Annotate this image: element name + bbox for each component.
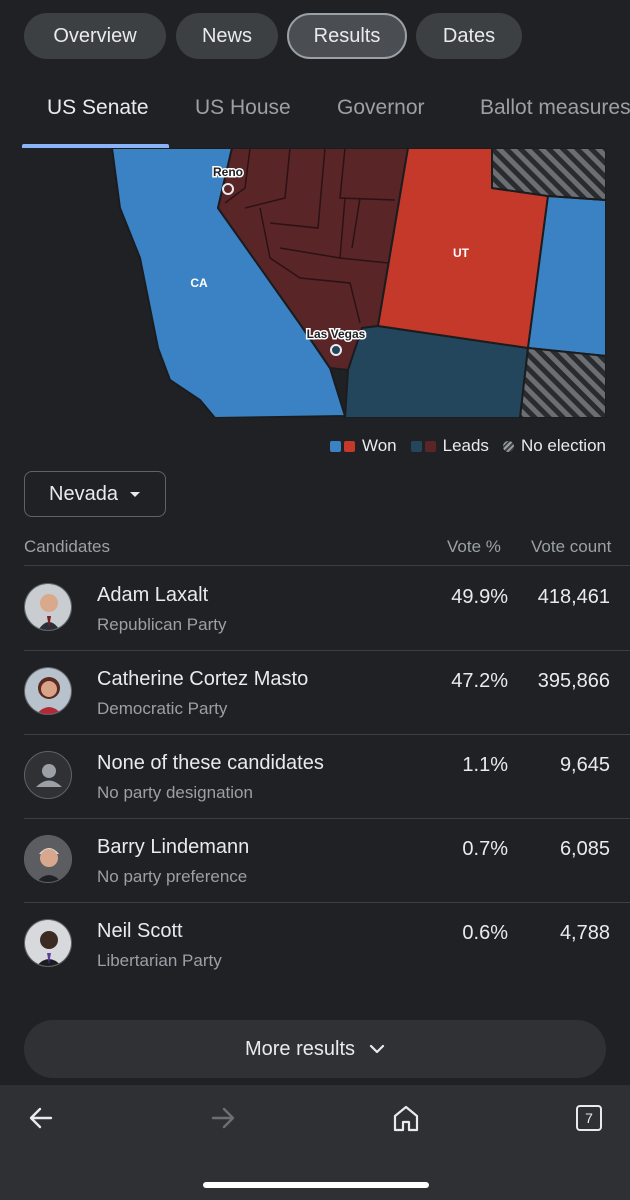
tabs-icon[interactable]: 7 — [571, 1100, 607, 1136]
candidate-name: Neil Scott — [97, 920, 183, 942]
more-results-button[interactable]: More results — [24, 1020, 606, 1078]
candidate-vote-count: 418,461 — [537, 586, 610, 608]
back-arrow-icon[interactable] — [23, 1100, 59, 1136]
map-legend: Won Leads No election — [316, 436, 606, 456]
table-row[interactable]: Neil Scott Libertarian Party 0.6% 4,788 — [24, 902, 630, 986]
candidate-party: No party preference — [97, 867, 248, 886]
tab-us-senate[interactable]: US Senate — [47, 96, 149, 119]
race-tabs: US Senate US House Governor Ballot measu… — [0, 70, 630, 149]
chevron-down-icon — [369, 1044, 385, 1054]
candidate-vote-count: 6,085 — [559, 838, 610, 860]
legend-swatch-no-election — [502, 440, 514, 452]
candidate-name: Adam Laxalt — [97, 584, 209, 606]
map-label-las-vegas: Las Vegas — [307, 327, 366, 341]
legend-leads: Leads — [410, 436, 489, 456]
map-state-nm — [518, 346, 607, 418]
filter-chips: Overview News Results Dates — [0, 13, 630, 61]
forward-arrow-icon[interactable] — [205, 1100, 241, 1136]
table-row[interactable]: Catherine Cortez Masto Democratic Party … — [24, 650, 630, 735]
active-tab-indicator — [22, 144, 169, 148]
home-indicator — [203, 1182, 429, 1188]
legend-swatch-dem-leads — [410, 440, 422, 452]
header-vote-pct: Vote % — [447, 537, 501, 556]
state-selector-dropdown[interactable]: Nevada — [24, 471, 166, 517]
legend-no-election: No election — [502, 436, 606, 456]
nv-county-lines — [224, 148, 396, 324]
legend-won: Won — [329, 436, 397, 456]
candidate-avatar — [24, 835, 72, 883]
map-label-ut: UT — [453, 246, 470, 260]
dropdown-caret-icon — [129, 491, 140, 497]
tab-ballot-measures[interactable]: Ballot measures — [480, 96, 630, 119]
header-vote-count: Vote count — [531, 537, 612, 556]
candidate-name: None of these candidates — [97, 752, 324, 774]
candidate-vote-pct: 47.2% — [451, 670, 508, 692]
table-row[interactable]: None of these candidates No party design… — [24, 734, 630, 819]
chip-news[interactable]: News — [176, 13, 278, 59]
legend-swatch-dem-won — [329, 440, 341, 452]
candidate-name: Barry Lindemann — [97, 836, 250, 858]
table-row[interactable]: Barry Lindemann No party preference 0.7%… — [24, 818, 630, 903]
candidate-vote-pct: 1.1% — [462, 754, 508, 776]
map-state-wy — [491, 148, 607, 202]
results-map[interactable]: Reno Las Vegas CA UT — [0, 148, 630, 418]
results-table-header: Candidates Vote % Vote count — [24, 537, 630, 566]
home-icon[interactable] — [388, 1100, 424, 1136]
more-results-label: More results — [244, 1037, 356, 1060]
header-candidates: Candidates — [24, 537, 111, 556]
candidate-avatar — [24, 919, 72, 967]
candidate-vote-count: 9,645 — [559, 754, 610, 776]
candidate-vote-count: 4,788 — [559, 922, 610, 944]
table-row[interactable]: Adam Laxalt Republican Party 49.9% 418,4… — [24, 566, 630, 651]
tab-us-house[interactable]: US House — [195, 96, 291, 119]
candidate-party: No party designation — [97, 783, 253, 802]
candidate-vote-count: 395,866 — [537, 670, 610, 692]
candidate-party: Democratic Party — [97, 699, 228, 718]
state-selector-value: Nevada — [49, 482, 118, 505]
candidate-avatar — [24, 667, 72, 715]
candidate-vote-pct: 0.6% — [462, 922, 508, 944]
candidate-vote-pct: 49.9% — [451, 586, 508, 608]
reno-marker — [222, 183, 234, 195]
legend-swatch-rep-leads — [424, 440, 436, 452]
candidate-vote-pct: 0.7% — [462, 838, 508, 860]
candidate-party: Republican Party — [97, 615, 227, 634]
las-vegas-marker — [330, 344, 342, 356]
chip-overview[interactable]: Overview — [24, 13, 166, 59]
legend-swatch-rep-won — [343, 440, 355, 452]
tab-governor[interactable]: Governor — [337, 96, 425, 119]
tab-count: 7 — [576, 1105, 602, 1131]
chip-dates[interactable]: Dates — [416, 13, 522, 59]
browser-bottom-bar: 7 — [0, 1085, 630, 1200]
candidate-party: Libertarian Party — [97, 951, 222, 970]
candidate-avatar — [24, 583, 72, 631]
map-label-ca: CA — [190, 276, 208, 290]
person-icon — [24, 751, 72, 799]
chip-results[interactable]: Results — [287, 13, 407, 59]
candidate-name: Catherine Cortez Masto — [97, 668, 309, 690]
map-label-reno: Reno — [213, 165, 243, 179]
